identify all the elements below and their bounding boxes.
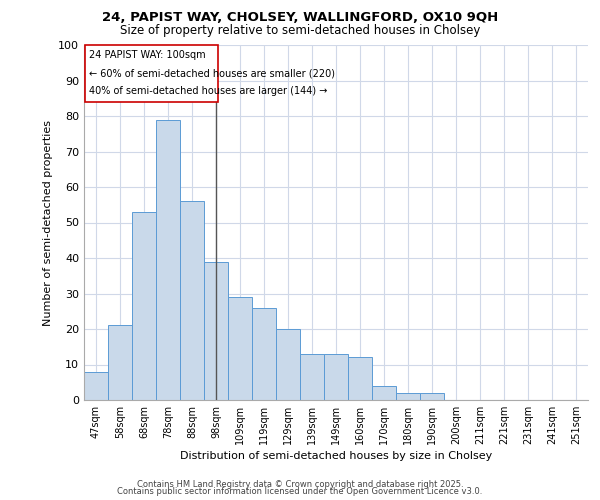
- Bar: [228, 297, 252, 400]
- Text: ← 60% of semi-detached houses are smaller (220): ← 60% of semi-detached houses are smalle…: [89, 68, 335, 78]
- Bar: [276, 329, 300, 400]
- Bar: [324, 354, 348, 400]
- Text: Contains HM Land Registry data © Crown copyright and database right 2025.: Contains HM Land Registry data © Crown c…: [137, 480, 463, 489]
- Bar: [84, 372, 108, 400]
- Text: 40% of semi-detached houses are larger (144) →: 40% of semi-detached houses are larger (…: [89, 86, 327, 96]
- Bar: [372, 386, 396, 400]
- Text: Size of property relative to semi-detached houses in Cholsey: Size of property relative to semi-detach…: [120, 24, 480, 37]
- Text: 24 PAPIST WAY: 100sqm: 24 PAPIST WAY: 100sqm: [89, 50, 205, 60]
- Bar: [156, 120, 180, 400]
- Bar: [300, 354, 324, 400]
- Bar: [420, 393, 444, 400]
- Bar: [204, 262, 228, 400]
- Bar: [85, 45, 218, 102]
- Bar: [396, 393, 420, 400]
- Text: 24, PAPIST WAY, CHOLSEY, WALLINGFORD, OX10 9QH: 24, PAPIST WAY, CHOLSEY, WALLINGFORD, OX…: [102, 11, 498, 24]
- Bar: [180, 201, 204, 400]
- Bar: [252, 308, 276, 400]
- Bar: [108, 326, 132, 400]
- X-axis label: Distribution of semi-detached houses by size in Cholsey: Distribution of semi-detached houses by …: [180, 451, 492, 461]
- Y-axis label: Number of semi-detached properties: Number of semi-detached properties: [43, 120, 53, 326]
- Bar: [348, 358, 372, 400]
- Bar: [132, 212, 156, 400]
- Text: Contains public sector information licensed under the Open Government Licence v3: Contains public sector information licen…: [118, 487, 482, 496]
